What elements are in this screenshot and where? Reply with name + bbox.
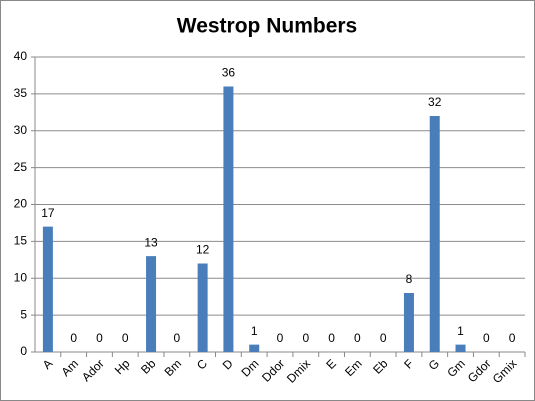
bar — [197, 263, 208, 352]
y-tick-label: 0 — [20, 344, 27, 358]
y-tick-label: 20 — [14, 197, 28, 211]
data-label: 1 — [251, 324, 258, 338]
data-label: 0 — [122, 331, 129, 345]
y-tick-label: 10 — [14, 270, 28, 284]
data-label: 0 — [173, 331, 180, 345]
y-tick-label: 30 — [14, 123, 28, 137]
bar — [429, 116, 440, 352]
bar — [223, 86, 234, 352]
data-label: 0 — [277, 331, 284, 345]
bar — [146, 256, 157, 352]
data-label: 0 — [380, 331, 387, 345]
bar — [455, 344, 466, 352]
data-label: 32 — [428, 95, 442, 109]
data-label: 0 — [354, 331, 361, 345]
data-label: 1 — [457, 324, 464, 338]
data-label: 0 — [328, 331, 335, 345]
y-tick-label: 25 — [14, 160, 28, 174]
data-label: 17 — [41, 206, 55, 220]
bar — [42, 226, 53, 352]
data-label: 0 — [509, 331, 516, 345]
bar — [403, 293, 414, 352]
data-label: 13 — [144, 235, 158, 249]
chart-title: Westrop Numbers — [177, 15, 357, 38]
data-label: 36 — [222, 66, 236, 80]
y-tick-label: 15 — [14, 234, 28, 248]
y-tick-label: 40 — [14, 49, 28, 63]
y-tick-label: 35 — [14, 86, 28, 100]
bar — [249, 344, 260, 352]
data-label: 12 — [196, 243, 210, 257]
data-label: 0 — [483, 331, 490, 345]
data-label: 8 — [406, 272, 413, 286]
data-label: 0 — [70, 331, 77, 345]
data-label: 0 — [96, 331, 103, 345]
y-tick-label: 5 — [20, 307, 27, 321]
data-label: 0 — [302, 331, 309, 345]
